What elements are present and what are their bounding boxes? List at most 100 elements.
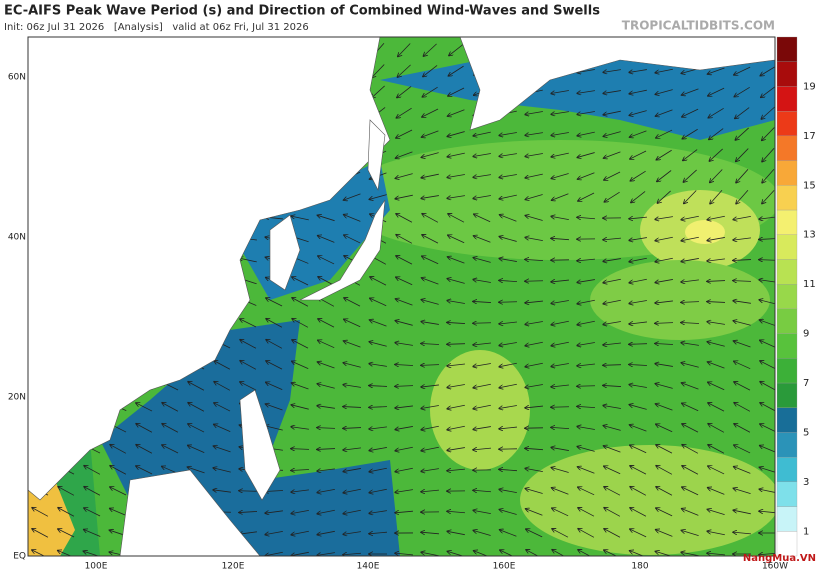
arrow xyxy=(239,532,257,534)
arrow xyxy=(162,445,179,454)
lon-label: 160W xyxy=(762,562,788,572)
arrow xyxy=(32,529,49,538)
arrow xyxy=(421,532,439,534)
arrow xyxy=(578,529,595,538)
arrow xyxy=(734,403,751,412)
arrow xyxy=(655,257,673,262)
arrow xyxy=(423,43,437,56)
arrow xyxy=(736,189,749,204)
arrow xyxy=(240,340,257,349)
arrow xyxy=(188,424,205,433)
arrow xyxy=(422,108,439,117)
arrow xyxy=(447,531,465,536)
arrow xyxy=(761,106,775,119)
arrow xyxy=(734,382,751,391)
arrow xyxy=(708,87,725,96)
arrow xyxy=(422,235,439,244)
arrow xyxy=(734,445,751,454)
arrow xyxy=(630,466,647,475)
colorbar-swatch xyxy=(776,259,798,285)
colorbar-label: 11 xyxy=(803,279,816,290)
arrow xyxy=(396,214,413,223)
arrow xyxy=(603,258,621,262)
arrow xyxy=(343,428,362,429)
arrow xyxy=(499,509,517,515)
arrow xyxy=(213,490,231,492)
arrow xyxy=(421,490,439,492)
arrow xyxy=(577,364,595,366)
arrow xyxy=(762,127,775,141)
arrow xyxy=(213,446,231,453)
arrow xyxy=(551,238,570,239)
arrow xyxy=(499,174,517,178)
arrow xyxy=(473,153,491,157)
arrow xyxy=(344,341,361,348)
arrow xyxy=(707,553,725,555)
arrow xyxy=(447,425,465,429)
arrow xyxy=(447,404,465,409)
arrow xyxy=(371,85,385,98)
arrow xyxy=(265,511,283,513)
arrow xyxy=(760,320,775,326)
arrow xyxy=(317,530,335,534)
arrow xyxy=(551,363,569,367)
arrow xyxy=(551,447,569,451)
arrow xyxy=(551,385,569,387)
arrow xyxy=(110,445,127,454)
arrow xyxy=(657,170,672,181)
arrow xyxy=(448,87,465,96)
arrow xyxy=(733,281,752,282)
colorbar-swatch xyxy=(776,135,798,161)
arrow xyxy=(291,510,309,513)
arrow xyxy=(344,298,361,307)
arrow xyxy=(707,531,725,536)
colorbar-swatch xyxy=(776,358,798,384)
arrow xyxy=(84,508,101,517)
arrow xyxy=(474,551,489,556)
arrow xyxy=(760,361,775,370)
arrow xyxy=(499,153,517,157)
arrow xyxy=(449,44,464,55)
colorbar-swatch xyxy=(776,61,798,87)
arrow xyxy=(473,279,491,283)
arrow xyxy=(733,510,751,515)
arrow xyxy=(369,427,387,429)
arrow xyxy=(603,69,621,73)
arrow xyxy=(681,215,699,219)
arrow xyxy=(188,382,205,391)
arrow xyxy=(32,550,45,556)
arrow xyxy=(239,491,258,492)
colorbar-label: 13 xyxy=(803,230,816,241)
arrow xyxy=(343,468,361,471)
arrow xyxy=(759,553,775,555)
arrow xyxy=(525,384,543,388)
arrow xyxy=(395,194,413,199)
arrow xyxy=(396,299,413,306)
arrow xyxy=(551,300,569,304)
colorbar-swatch xyxy=(776,234,798,260)
lon-label: 120E xyxy=(222,562,245,572)
arrow xyxy=(707,281,726,282)
arrow xyxy=(473,448,491,450)
arrow xyxy=(681,530,699,536)
arrow xyxy=(762,168,775,183)
arrow xyxy=(317,509,335,514)
arrow xyxy=(708,403,725,412)
arrow xyxy=(499,132,517,136)
arrow xyxy=(344,235,361,244)
lat-label: 40N xyxy=(8,233,26,243)
arrow xyxy=(473,301,492,302)
arrow xyxy=(447,152,465,157)
arrow xyxy=(499,342,517,346)
arrow xyxy=(525,341,543,346)
arrow xyxy=(682,487,699,496)
arrow xyxy=(344,215,361,222)
arrow xyxy=(499,302,518,303)
colorbar-swatch xyxy=(776,36,798,62)
arrow xyxy=(761,86,775,98)
colorbar-swatch xyxy=(776,333,798,359)
arrow xyxy=(709,128,724,140)
arrow xyxy=(526,550,539,556)
arrow xyxy=(655,89,673,95)
